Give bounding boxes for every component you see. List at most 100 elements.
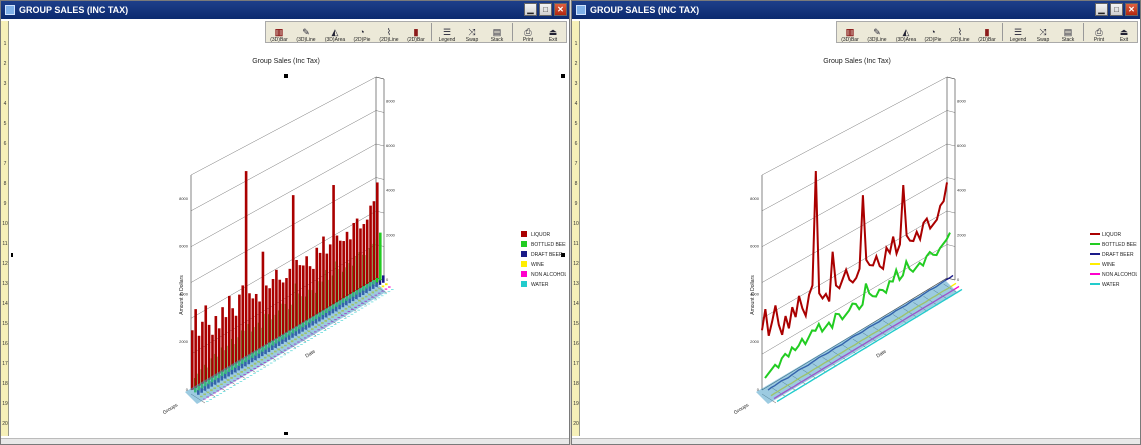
ruler-mark: 20 — [573, 421, 579, 427]
y-tick-label-left: 6000 — [179, 244, 189, 249]
series-liquor — [761, 171, 948, 336]
minimize-button[interactable]: ▁ — [1095, 3, 1108, 16]
toolbar-button-label: Swap — [465, 37, 479, 43]
bar — [377, 297, 381, 299]
toolbar-button-2dbar[interactable]: ▮ (2D)Bar — [975, 23, 999, 43]
toolbar-button-swap[interactable]: ⤨ Swap — [460, 23, 484, 43]
ruler-mark: 13 — [573, 281, 579, 287]
gridline-depth — [375, 143, 385, 147]
selection-handle[interactable] — [561, 74, 565, 78]
bar — [323, 330, 327, 331]
legend-item: BOTTLED BEER — [521, 241, 566, 248]
bar — [254, 293, 258, 352]
minimize-button[interactable]: ▁ — [524, 3, 537, 16]
selection-handle[interactable] — [11, 253, 13, 257]
bar — [382, 275, 385, 283]
bar — [298, 265, 302, 325]
toolbar-button-label: Stack — [1061, 37, 1075, 43]
bar — [238, 294, 241, 362]
bar — [268, 288, 271, 344]
toolbar-button-2dpie[interactable]: ◔ (2D)Pie — [921, 23, 945, 43]
exit-icon: ⏏ — [1119, 27, 1129, 37]
toolbar-button-2dpie[interactable]: ◔ (2D)Pie — [350, 23, 374, 43]
bar — [343, 317, 347, 319]
selection-handle[interactable] — [284, 432, 288, 435]
bar — [280, 356, 283, 358]
toolbar-button-3dbar[interactable]: ▥ (3D)Bar — [267, 23, 291, 43]
ruler-mark: 2 — [3, 61, 7, 67]
ruler-mark: 6 — [574, 141, 578, 147]
selection-handle[interactable] — [284, 74, 288, 78]
toolbar-button-label: Print — [1093, 37, 1105, 43]
toolbar-button-2dline[interactable]: ⌇ (2D)Line — [375, 23, 403, 43]
ruler-mark: 17 — [2, 361, 8, 367]
y-tick-label-right: 2000 — [957, 232, 967, 237]
gridline-depth — [375, 110, 385, 113]
toolbar-button-print[interactable]: ⎙ Print — [516, 23, 540, 43]
bar — [320, 332, 323, 333]
close-button[interactable]: ✕ — [1125, 3, 1138, 16]
toolbar-button-label: Swap — [1036, 37, 1050, 43]
bar — [273, 360, 276, 362]
bar — [248, 293, 251, 356]
toolbar-button-stack[interactable]: ▤ Stack — [485, 23, 509, 43]
y-tick-label-right: 8000 — [957, 98, 967, 103]
area3d-icon: ◭ — [331, 27, 339, 37]
app-icon — [576, 5, 586, 15]
toolbar-button-3darea[interactable]: ◭ (3D)Area — [321, 23, 349, 43]
toolbar-button-2dbar[interactable]: ▮ (2D)Bar — [404, 23, 428, 43]
chart-window-bar: GROUP SALES (INC TAX) ▁ □ ✕ ▥ (3D)Bar ✎ (3D)Lin… — [0, 0, 570, 445]
bar — [315, 247, 319, 315]
z-axis-label: Groups — [733, 402, 751, 416]
legend-swatch — [521, 241, 527, 247]
toolbar-button-2dline[interactable]: ⌇ (2D)Line — [946, 23, 974, 43]
legend-item: WINE — [521, 261, 545, 268]
toolbar-button-legend[interactable]: ☰ Legend — [1006, 23, 1030, 43]
y-tick-label-right: 4000 — [957, 188, 967, 193]
toolbar-button-label: (2D)Pie — [353, 37, 371, 43]
close-button[interactable]: ✕ — [554, 3, 567, 16]
swap-icon: ⤨ — [468, 27, 476, 37]
toolbar-button-3dline[interactable]: ✎ (3D)Line — [292, 23, 320, 43]
gridline — [761, 177, 948, 283]
y-axis-label: Amount in Dollars — [750, 275, 756, 315]
series-line — [761, 171, 948, 336]
ruler-mark: 3 — [574, 81, 578, 87]
bar — [379, 232, 382, 281]
bar — [265, 285, 268, 346]
bar — [376, 182, 379, 278]
toolbar-button-3dline[interactable]: ✎ (3D)Line — [863, 23, 891, 43]
selection-handle[interactable] — [561, 253, 565, 257]
ruler-mark: 3 — [3, 81, 7, 87]
toolbar-button-print[interactable]: ⎙ Print — [1087, 23, 1111, 43]
bar — [275, 269, 278, 340]
toolbar-button-exit[interactable]: ⏏ Exit — [1112, 23, 1136, 43]
maximize-button[interactable]: □ — [539, 3, 552, 16]
bar — [217, 328, 221, 374]
toolbar-button-swap[interactable]: ⤨ Swap — [1031, 23, 1055, 43]
ruler-mark: 6 — [3, 141, 7, 147]
bar — [211, 334, 214, 378]
bar — [259, 368, 263, 370]
ruler-mark: 1 — [3, 41, 7, 47]
stack-icon: ▤ — [492, 27, 502, 37]
bar — [374, 299, 377, 301]
maximize-button[interactable]: □ — [1110, 3, 1123, 16]
toolbar-button-label: Print — [522, 37, 534, 43]
bar — [310, 338, 313, 339]
gridline-depth — [946, 210, 956, 214]
toolbar-separator — [431, 23, 432, 41]
toolbar-button-stack[interactable]: ▤ Stack — [1056, 23, 1080, 43]
print-icon: ⎙ — [524, 27, 532, 37]
bar2d-icon: ▮ — [984, 27, 990, 37]
toolbar-button-exit[interactable]: ⏏ Exit — [541, 23, 565, 43]
gridline — [190, 110, 377, 212]
toolbar-button-legend[interactable]: ☰ Legend — [435, 23, 459, 43]
bar — [212, 397, 216, 398]
bar — [349, 239, 352, 295]
toolbar-button-label: (2D)Bar — [978, 37, 996, 43]
toolbar-button-3darea[interactable]: ◭ (3D)Area — [892, 23, 920, 43]
toolbar-button-3dbar[interactable]: ▥ (3D)Bar — [838, 23, 862, 43]
bar — [318, 252, 322, 313]
bar — [308, 266, 312, 319]
